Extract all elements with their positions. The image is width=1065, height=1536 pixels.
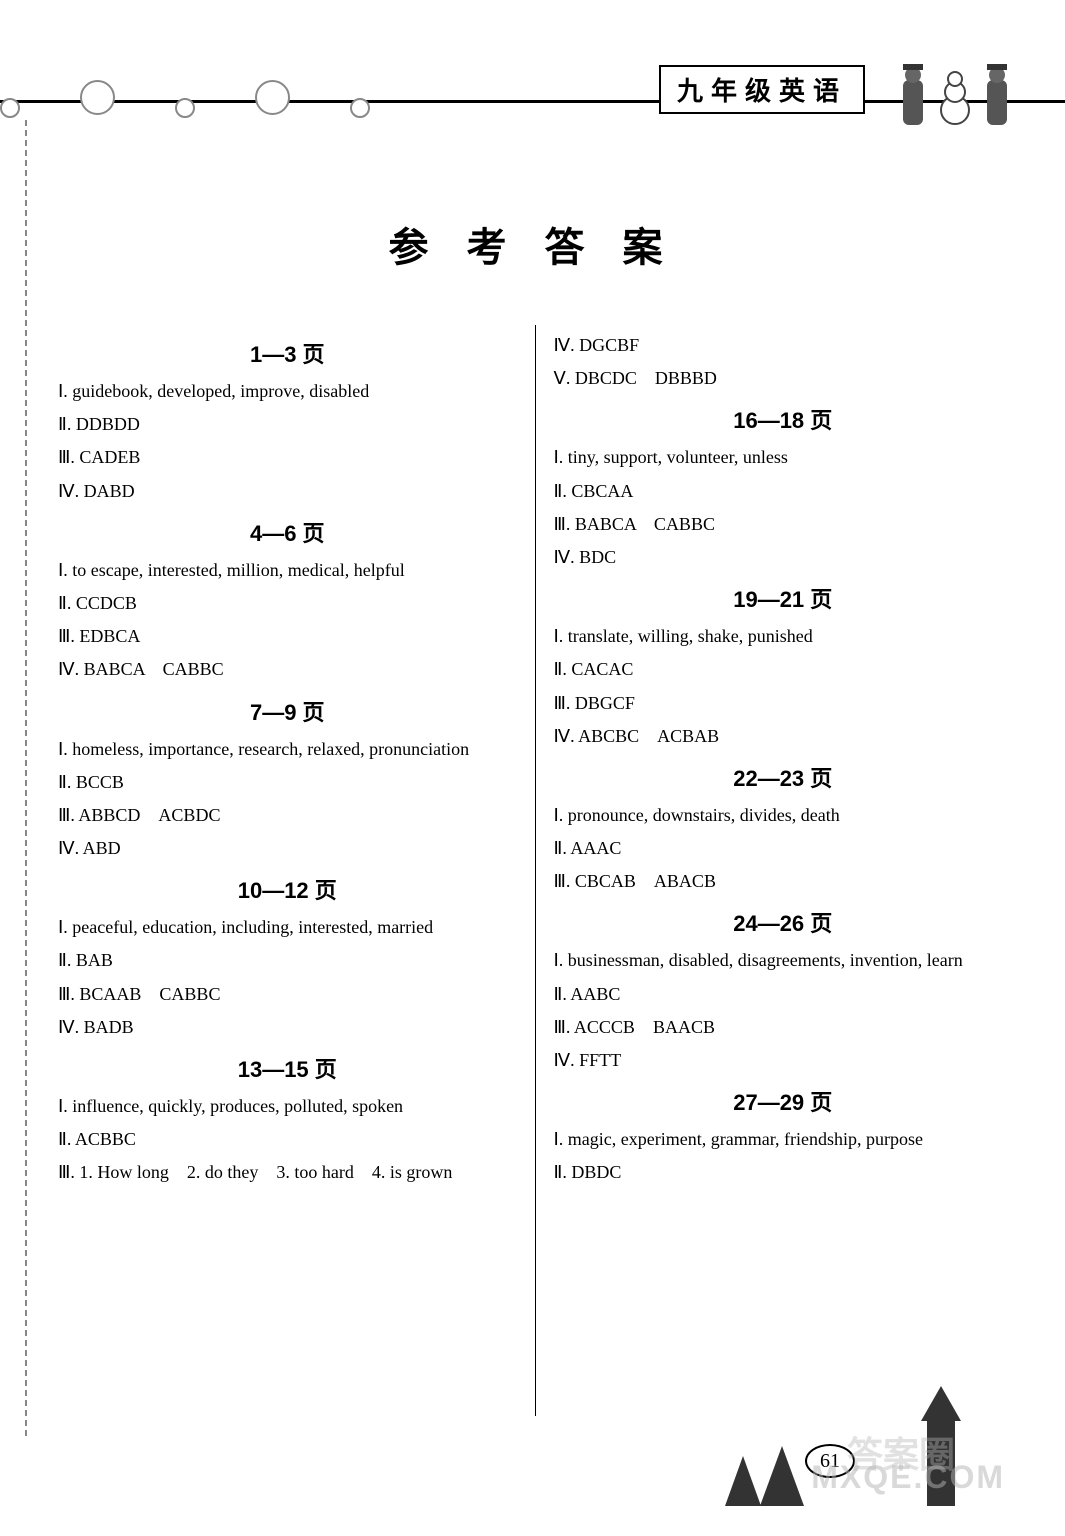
header-bar: 九年级英语 [0,0,1065,120]
answer-row: Ⅳ. DGCBF [554,333,1013,358]
answer-row: Ⅲ. DBGCF [554,691,1013,716]
header-decoration [0,85,430,120]
answer-row: Ⅰ. guidebook, developed, improve, disabl… [58,379,517,404]
answer-row: Ⅱ. DBDC [554,1160,1013,1185]
answer-row: Ⅳ. BABCA CABBC [58,657,517,682]
answer-row: Ⅰ. to escape, interested, million, medic… [58,558,517,583]
answer-row: Ⅱ. CBCAA [554,479,1013,504]
answer-row: Ⅲ. 1. How long 2. do they 3. too hard 4.… [58,1160,517,1185]
tower-top-icon [921,1386,961,1421]
content-area: 1—3 页 Ⅰ. guidebook, developed, improve, d… [40,325,1030,1416]
answer-row: Ⅳ. BDC [554,545,1013,570]
right-column: Ⅳ. DGCBF Ⅴ. DBCDC DBBBD 16—18 页 Ⅰ. tiny, su… [536,325,1031,1416]
answer-row: Ⅰ. tiny, support, volunteer, unless [554,445,1013,470]
answer-row: Ⅰ. translate, willing, shake, punished [554,624,1013,649]
answer-row: Ⅲ. ABBCD ACBDC [58,803,517,828]
figure-icon [894,50,932,125]
answer-row: Ⅰ. peaceful, education, including, inter… [58,915,517,940]
answer-row: Ⅴ. DBCDC DBBBD [554,366,1013,391]
binding-line [25,120,27,1436]
snowman-icon [934,60,976,125]
answer-row: Ⅳ. ABCBC ACBAB [554,724,1013,749]
answer-row: Ⅱ. BAB [58,948,517,973]
figure-icon [978,50,1016,125]
subject-label: 九年级英语 [659,65,865,114]
section-header: 27—29 页 [554,1085,1013,1117]
section-header: 7—9 页 [58,695,517,727]
answer-row: Ⅱ. AAAC [554,836,1013,861]
circle-icon [350,98,370,118]
answer-row: Ⅰ. magic, experiment, grammar, friendshi… [554,1127,1013,1152]
answer-row: Ⅲ. BABCA CABBC [554,512,1013,537]
answer-row: Ⅱ. ACBBC [58,1127,517,1152]
section-header: 1—3 页 [58,337,517,369]
circle-icon [80,80,115,115]
section-header: 10—12 页 [58,873,517,905]
left-column: 1—3 页 Ⅰ. guidebook, developed, improve, d… [40,325,536,1416]
answer-row: Ⅱ. CACAC [554,657,1013,682]
section-header: 13—15 页 [58,1052,517,1084]
answer-row: Ⅰ. homeless, importance, research, relax… [58,737,517,762]
circle-icon [255,80,290,115]
section-header: 19—21 页 [554,582,1013,614]
answer-row: Ⅱ. CCDCB [58,591,517,616]
section-header: 16—18 页 [554,403,1013,435]
answer-row: Ⅳ. ABD [58,836,517,861]
answer-row: Ⅲ. ACCCB BAACB [554,1015,1013,1040]
answer-row: Ⅳ. BADB [58,1015,517,1040]
answer-row: Ⅰ. businessman, disabled, disagreements,… [554,948,1013,973]
answer-row: Ⅱ. DDBDD [58,412,517,437]
answer-row: Ⅲ. EDBCA [58,624,517,649]
answer-row: Ⅳ. FFTT [554,1048,1013,1073]
tree-icon [725,1456,761,1506]
watermark: MXQE.COM [811,1459,1005,1496]
answer-row: Ⅲ. BCAAB CABBC [58,982,517,1007]
answer-row: Ⅱ. AABC [554,982,1013,1007]
section-header: 4—6 页 [58,516,517,548]
answer-row: Ⅲ. CBCAB ABACB [554,869,1013,894]
section-header: 24—26 页 [554,906,1013,938]
section-header: 22—23 页 [554,761,1013,793]
answer-row: Ⅲ. CADEB [58,445,517,470]
header-mascot-icon [880,35,1030,125]
circle-icon [0,98,20,118]
answer-row: Ⅱ. BCCB [58,770,517,795]
answer-row: Ⅳ. DABD [58,479,517,504]
page-title: 参 考 答 案 [0,215,1065,273]
tree-icon [760,1446,804,1506]
answer-row: Ⅰ. pronounce, downstairs, divides, death [554,803,1013,828]
circle-icon [175,98,195,118]
answer-row: Ⅰ. influence, quickly, produces, pollute… [58,1094,517,1119]
